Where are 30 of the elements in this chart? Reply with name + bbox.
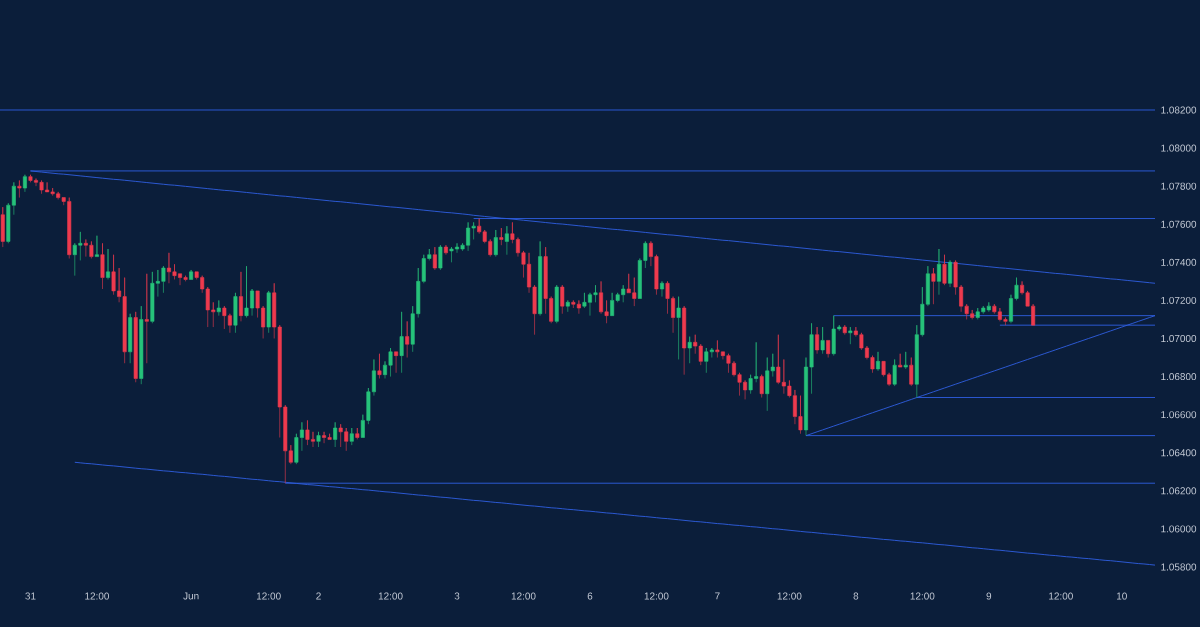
- x-tick-label: 12:00: [910, 592, 935, 600]
- x-tick-label: 8: [853, 592, 859, 600]
- x-tick-label: 6: [587, 592, 593, 600]
- y-tick-label: 1.07600: [1161, 220, 1197, 228]
- y-tick-label: 1.06400: [1161, 449, 1197, 457]
- y-tick-label: 1.06000: [1161, 525, 1197, 533]
- y-tick-label: 1.05800: [1161, 563, 1197, 571]
- x-tick-label: 9: [986, 592, 992, 600]
- x-tick-label: Jun: [183, 592, 199, 600]
- x-tick-label: 7: [715, 592, 720, 600]
- x-tick-label: 12:00: [378, 592, 403, 600]
- x-tick-label: 12:00: [777, 592, 802, 600]
- y-tick-label: 1.07800: [1161, 182, 1197, 190]
- x-tick-label: 2: [316, 592, 321, 600]
- y-tick-label: 1.07000: [1161, 334, 1197, 343]
- x-tick-label: 31: [25, 592, 36, 600]
- x-tick-label: 12:00: [256, 592, 281, 600]
- x-tick-label: 12:00: [511, 592, 536, 600]
- y-tick-label: 1.08000: [1161, 144, 1197, 152]
- x-tick-label: 12:00: [644, 592, 669, 600]
- x-tick-label: 3: [454, 592, 460, 600]
- y-tick-label: 1.07200: [1161, 296, 1197, 304]
- x-tick-label: 12:00: [1049, 592, 1073, 600]
- y-tick-label: 1.06200: [1161, 487, 1197, 495]
- y-tick-label: 1.07400: [1161, 258, 1197, 266]
- x-tick-label: 10: [1116, 592, 1127, 600]
- y-tick-label: 1.08200: [1161, 106, 1197, 114]
- y-tick-label: 1.06600: [1161, 411, 1197, 419]
- x-tick-label: 12:00: [85, 592, 110, 600]
- y-tick-label: 1.06800: [1161, 373, 1197, 381]
